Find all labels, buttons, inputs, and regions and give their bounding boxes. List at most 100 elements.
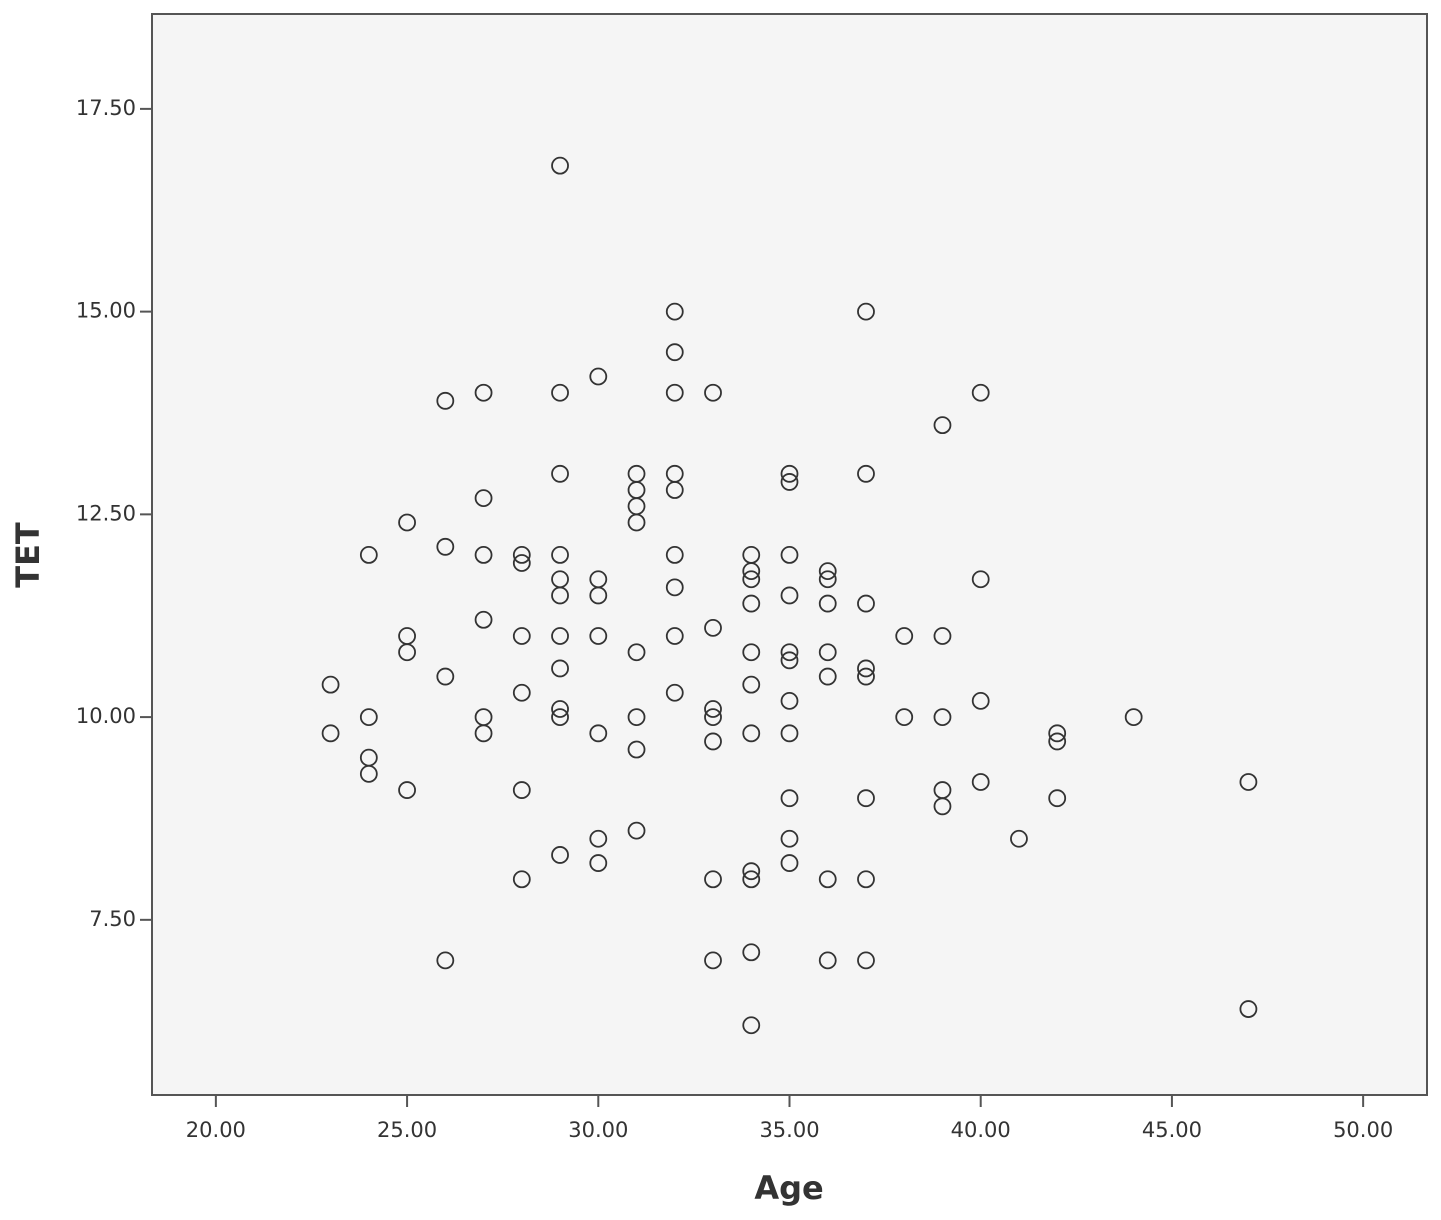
point [704, 708, 722, 726]
point [1124, 708, 1143, 726]
point [818, 870, 837, 889]
point [589, 829, 608, 848]
point [551, 586, 569, 605]
point [742, 724, 761, 743]
point [627, 740, 646, 759]
point [780, 829, 799, 848]
point [780, 586, 799, 605]
point [551, 156, 569, 175]
point [818, 562, 837, 581]
point [512, 554, 531, 572]
point [398, 513, 416, 532]
point [359, 708, 378, 726]
point [512, 781, 531, 799]
point [818, 643, 837, 662]
point [704, 700, 722, 718]
point [895, 708, 914, 726]
point [742, 862, 761, 881]
point [933, 797, 952, 816]
point [665, 627, 684, 645]
point [742, 1016, 761, 1035]
point [780, 464, 799, 483]
point [857, 951, 875, 970]
point [474, 610, 493, 629]
point [742, 643, 761, 662]
point [933, 627, 952, 645]
point [818, 951, 837, 970]
point [933, 416, 952, 435]
point [780, 643, 799, 662]
point [627, 708, 646, 726]
point [780, 473, 799, 491]
point [665, 383, 684, 402]
x-axis-title: Age [754, 1169, 823, 1207]
y-tick-label: 12.50 [76, 501, 136, 525]
point [665, 578, 684, 597]
point [933, 708, 952, 726]
point [551, 846, 569, 864]
point [512, 546, 531, 564]
point [780, 724, 799, 743]
point [857, 870, 875, 889]
point [857, 667, 875, 686]
point [704, 732, 722, 751]
y-tick-label: 15.00 [76, 299, 136, 323]
point [1010, 829, 1028, 848]
point [857, 302, 875, 321]
point [474, 546, 493, 564]
point [436, 667, 455, 686]
point [704, 951, 722, 970]
point [704, 870, 722, 889]
point [818, 594, 837, 613]
point [551, 700, 569, 718]
point [857, 594, 875, 613]
point [627, 643, 646, 662]
point [742, 943, 761, 962]
point [589, 367, 608, 386]
point [857, 659, 875, 678]
point [1239, 773, 1258, 791]
point [551, 708, 569, 726]
point [971, 691, 990, 710]
point [589, 724, 608, 743]
point [436, 537, 455, 556]
point [971, 773, 990, 791]
x-tick-label: 40.00 [951, 1118, 1011, 1142]
point [780, 546, 799, 564]
point [474, 724, 493, 743]
point [818, 570, 837, 589]
point [1048, 724, 1067, 743]
point [857, 789, 875, 808]
point [665, 343, 684, 362]
point [398, 781, 416, 799]
y-axis-title: TET [9, 522, 47, 588]
point [474, 489, 493, 508]
point [589, 854, 608, 872]
point [551, 546, 569, 564]
point [742, 562, 761, 581]
point [321, 675, 340, 694]
point [627, 513, 646, 532]
point [780, 691, 799, 710]
point [589, 627, 608, 645]
point [895, 627, 914, 645]
point [551, 383, 569, 402]
point [818, 667, 837, 686]
point [551, 464, 569, 483]
point [665, 683, 684, 702]
y-tick-label: 17.50 [76, 96, 136, 120]
point [512, 683, 531, 702]
point [742, 675, 761, 694]
point [627, 821, 646, 840]
point [971, 570, 990, 589]
point [742, 570, 761, 589]
point [474, 383, 493, 402]
point [742, 594, 761, 613]
point [704, 618, 722, 637]
point [512, 870, 531, 889]
point [971, 383, 990, 402]
point [321, 724, 340, 743]
y-tick-label: 7.50 [89, 907, 136, 931]
point [551, 627, 569, 645]
